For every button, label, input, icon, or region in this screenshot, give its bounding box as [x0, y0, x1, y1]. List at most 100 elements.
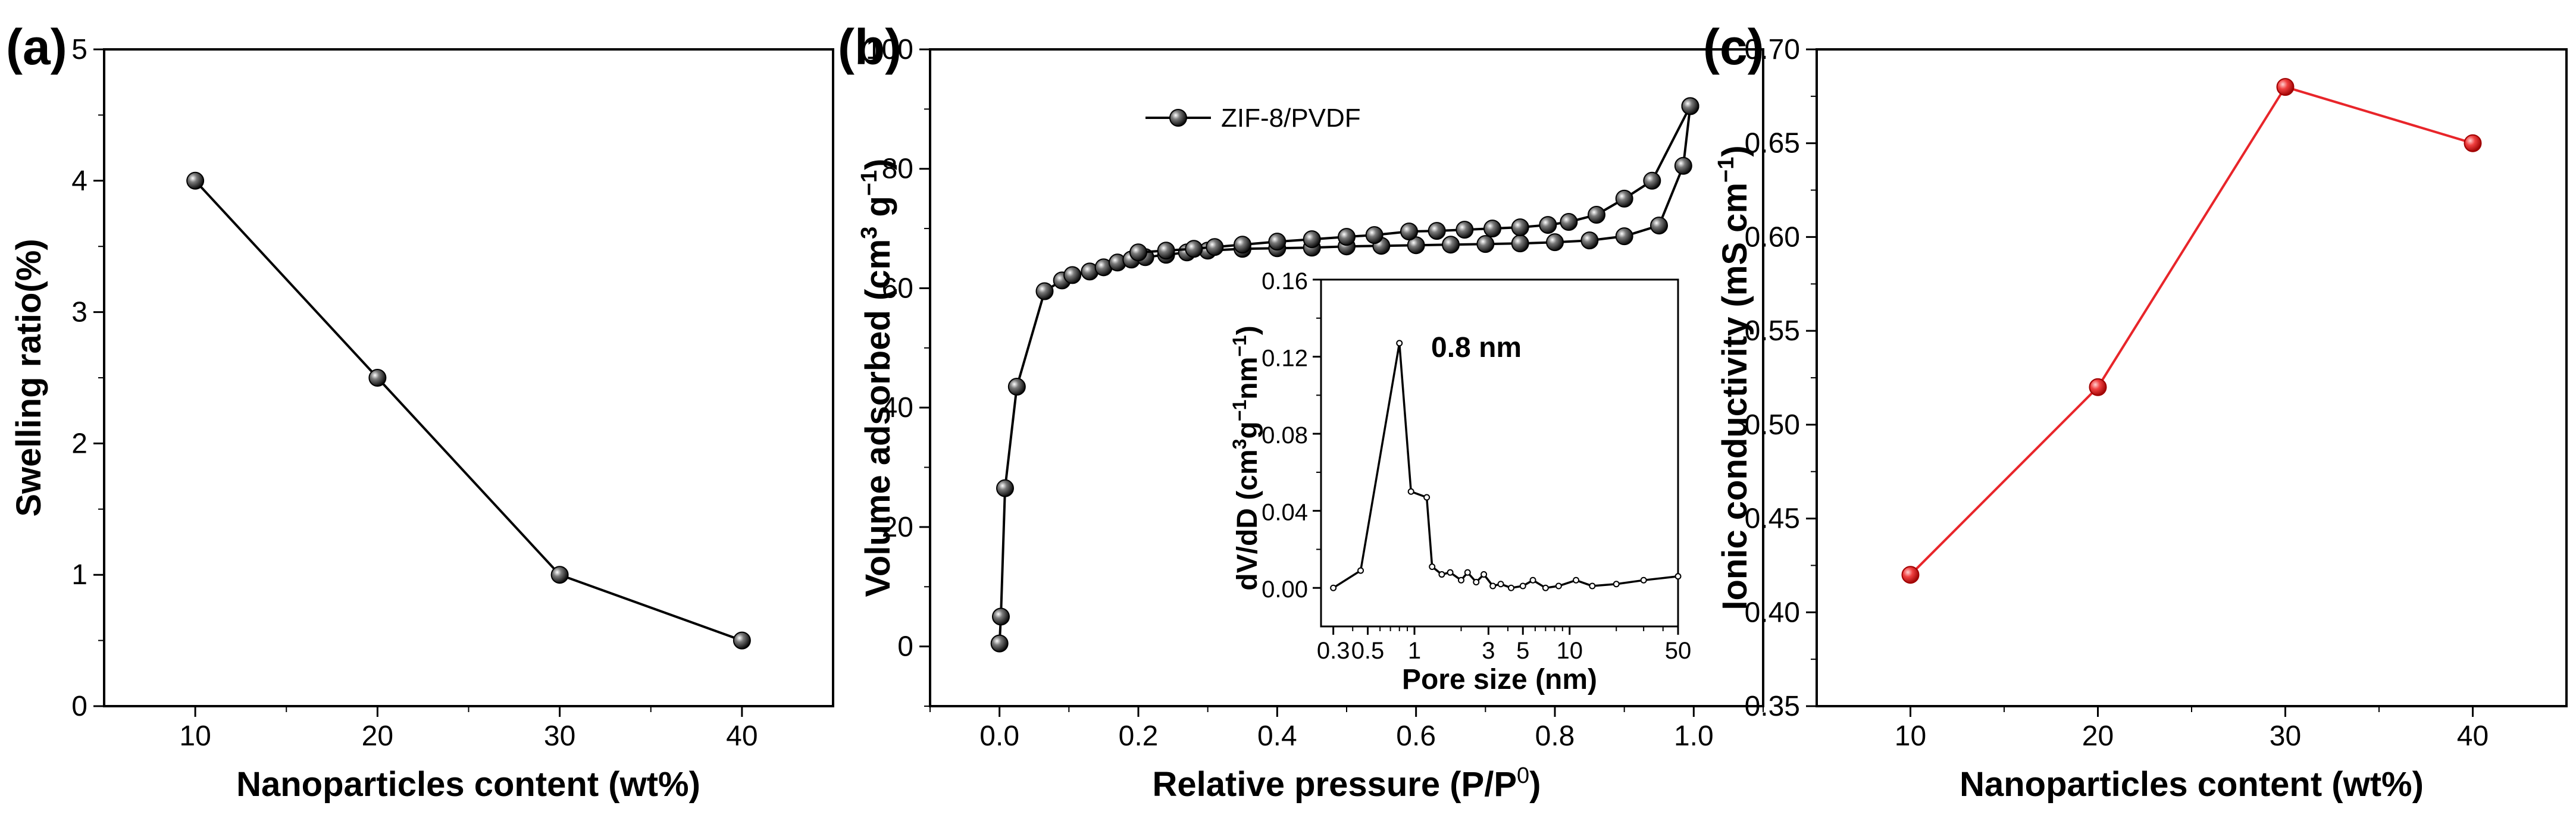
inset-x-tick-label: 0.5	[1351, 638, 1385, 664]
inset-series-point	[1407, 488, 1414, 495]
inset-series-point	[1481, 571, 1488, 578]
c-x-tick-label: 20	[2082, 720, 2114, 752]
a-x-tick-label: 10	[179, 720, 211, 752]
b-y-tick-label: 40	[882, 392, 913, 424]
a-series-point	[186, 171, 205, 190]
b-adsorption-point	[1476, 235, 1495, 253]
y-axis-label-c-sup: −1	[1714, 157, 1739, 183]
b-adsorption-point	[1007, 378, 1026, 396]
inset-series-point	[1330, 584, 1337, 591]
b-x-tick-label: 0.4	[1257, 720, 1297, 752]
inset-x-tick-label: 50	[1665, 638, 1692, 664]
axes-frame-a	[103, 48, 834, 707]
c-y-tick-label: 0.70	[1745, 34, 1800, 65]
y-axis-label-c-end: )	[1716, 145, 1754, 156]
b-desorption-point	[1157, 242, 1175, 260]
b-y-tick-label: 0	[897, 631, 913, 663]
y-axis-label-b-sup: 3	[857, 227, 882, 239]
inset-series-point	[1519, 582, 1526, 590]
panel-a: (a) 10 20 30 40 0 1 2 3 4 5 Nanoparticles content…	[6, 19, 834, 804]
x-axis-label-a: Nanoparticles content (wt%)	[236, 765, 700, 804]
inset-x-tick-label: 1	[1408, 638, 1421, 664]
b-adsorption-point	[1580, 231, 1599, 250]
b-adsorption-point	[1442, 236, 1460, 254]
panel-label-b: (b)	[838, 19, 902, 75]
y-axis-label-b-main: Volume adsorbed (cm	[859, 239, 897, 597]
y-axis-label-inset-main: dV/dD (cm	[1232, 449, 1263, 590]
b-adsorption-point	[996, 479, 1014, 497]
b-x-tick-label: 0.0	[979, 720, 1019, 752]
inset-x-tick-label: 3	[1482, 638, 1495, 664]
a-x-tick-label: 20	[362, 720, 393, 752]
y-axis-label-b-mid: g	[859, 196, 897, 227]
b-desorption-point	[1365, 226, 1384, 245]
b-y-tick-label: 60	[882, 272, 913, 304]
c-x-tick-label: 10	[1895, 720, 1926, 752]
a-series-point	[733, 631, 751, 650]
x-axis-label-b-main: Relative pressure (P/P	[1153, 765, 1517, 804]
b-x-tick-label: 0.2	[1119, 720, 1159, 752]
inset-series-point	[1542, 584, 1549, 591]
b-desorption-point	[1234, 236, 1251, 254]
b-x-tick-label: 1.0	[1674, 720, 1714, 752]
y-axis-label-inset-mid: g	[1232, 421, 1263, 438]
a-y-tick-label: 4	[71, 165, 87, 197]
x-axis-label-c: Nanoparticles content (wt%)	[1960, 765, 2424, 804]
inset-y-tick-label: 0.00	[1262, 576, 1308, 603]
b-y-tick-label: 80	[882, 153, 913, 185]
inset-series-point	[1423, 494, 1431, 501]
b-desorption-point	[1268, 233, 1287, 251]
c-series-point	[2464, 134, 2482, 152]
b-desorption-point	[1483, 220, 1501, 238]
b-desorption-point	[1511, 218, 1529, 237]
y-axis-label-inset-mid2: nm	[1232, 357, 1263, 400]
y-axis-label-a: Swelling ratio(%)	[10, 239, 48, 516]
b-desorption-point	[1338, 228, 1356, 246]
b-desorption-point	[1428, 222, 1446, 240]
b-desorption-point	[1400, 222, 1418, 241]
x-axis-label-b-sup: 0	[1517, 763, 1529, 788]
inset-y-tick-label: 0.12	[1262, 346, 1308, 372]
inset-y-tick-label: 0.08	[1262, 422, 1308, 449]
inset-series-point	[1497, 581, 1504, 588]
inset-series-point	[1508, 584, 1515, 591]
inset-series-point	[1473, 579, 1480, 586]
a-y-tick-label: 0	[71, 691, 87, 722]
b-adsorption-point	[1511, 234, 1529, 253]
b-adsorption-point	[1035, 282, 1054, 300]
inset-series-point	[1396, 340, 1403, 347]
a-y-tick-label: 5	[71, 34, 87, 65]
inset-series-point	[1447, 569, 1454, 576]
b-adsorption-point	[1650, 217, 1668, 235]
b-adsorption-point	[992, 607, 1010, 626]
inset-pore-size: 0.3 0.5 1 3 5 10 500.000.040.080.120.16 0.8 nm…	[1229, 268, 1691, 695]
b-desorption-point	[1643, 171, 1661, 190]
b-adsorption-point	[1674, 156, 1692, 175]
inset-y-tick-label: 0.16	[1262, 268, 1308, 294]
y-axis-label-c: Ionic conductivity (mS cm−1)	[1714, 145, 1754, 610]
x-axis-label-inset: Pore size (nm)	[1402, 664, 1597, 695]
y-axis-label-inset: dV/dD (cm3g−1nm−1)	[1229, 325, 1263, 590]
y-axis-label-b-end: )	[859, 159, 897, 170]
inset-y-tick-label: 0.04	[1262, 500, 1308, 526]
legend-marker	[1169, 109, 1187, 127]
b-desorption-point	[1206, 238, 1224, 256]
c-series-point	[2089, 378, 2107, 396]
b-x-tick-label: 0.8	[1535, 720, 1575, 752]
inset-x-tick-label: 5	[1516, 638, 1529, 664]
b-y-tick-label: 100	[866, 34, 913, 65]
b-adsorption-point	[990, 634, 1009, 653]
x-axis-label-b: Relative pressure (P/P0)	[1153, 763, 1541, 804]
inset-series-point	[1464, 569, 1471, 576]
c-y-tick-label: 0.60	[1745, 221, 1800, 253]
inset-series-point	[1529, 576, 1536, 584]
a-x-tick-label: 40	[726, 720, 758, 752]
y-axis-label-b: Volume adsorbed (cm3 g−1)	[857, 159, 897, 597]
inset-series-point	[1613, 581, 1620, 588]
b-desorption-point	[1129, 243, 1147, 262]
y-axis-label-c-main: Ionic conductivity (mS cm	[1716, 183, 1754, 610]
y-axis-label-inset-end: )	[1232, 325, 1263, 335]
inset-series-point	[1438, 571, 1445, 578]
b-desorption-point	[1539, 216, 1557, 234]
